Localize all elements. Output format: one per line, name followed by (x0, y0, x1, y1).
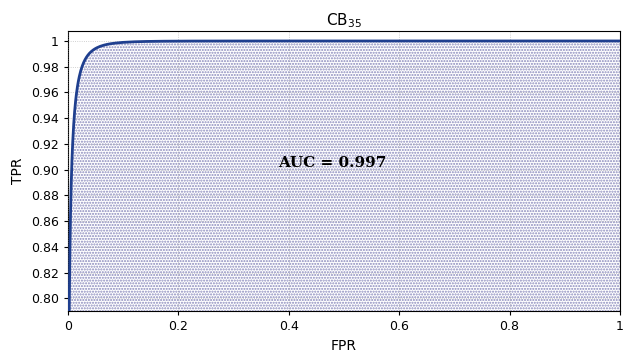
X-axis label: FPR: FPR (331, 339, 357, 353)
Y-axis label: TPR: TPR (11, 158, 25, 184)
Title: $\mathrm{CB}_{35}$: $\mathrm{CB}_{35}$ (326, 11, 362, 30)
Text: AUC = 0.997: AUC = 0.997 (279, 156, 387, 170)
